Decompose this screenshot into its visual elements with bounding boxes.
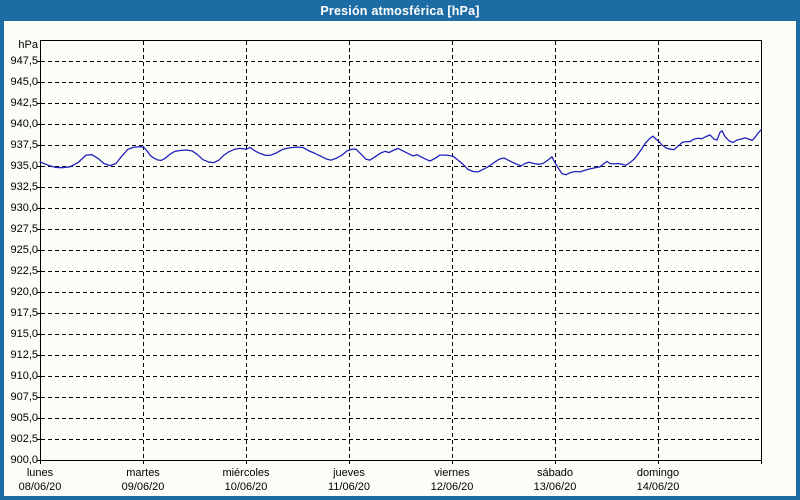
- y-tick-label: 930,0: [10, 202, 38, 214]
- y-tick-label: 910,0: [10, 370, 38, 382]
- x-day-label: martes: [126, 467, 160, 479]
- x-date-label: 10/06/20: [224, 481, 268, 493]
- y-tick-label: 932,5: [10, 181, 38, 193]
- y-tick-label: 937,5: [10, 139, 38, 151]
- x-day-label: viernes: [434, 467, 470, 479]
- x-date-label: 12/06/20: [430, 481, 474, 493]
- x-date-label: 14/06/20: [636, 481, 680, 493]
- x-day-label: sábado: [536, 467, 574, 479]
- x-day-label: domingo: [636, 467, 680, 479]
- y-tick-label: 917,5: [10, 307, 38, 319]
- chart-title: Presión atmosférica [hPa]: [320, 3, 480, 18]
- y-tick-label: 922,5: [10, 265, 38, 277]
- y-tick-label: 927,5: [10, 223, 38, 235]
- y-tick-label: 900,0: [10, 454, 38, 466]
- x-date-label: 08/06/20: [18, 481, 62, 493]
- chart-canvas: [4, 21, 796, 496]
- y-tick-label: 905,0: [10, 412, 38, 424]
- y-tick-label: 945,0: [10, 76, 38, 88]
- y-tick-label: 915,0: [10, 328, 38, 340]
- y-tick-label: 942,5: [10, 97, 38, 109]
- x-date-label: 13/06/20: [533, 481, 577, 493]
- y-tick-label: 920,0: [10, 286, 38, 298]
- x-day-label: jueves: [333, 467, 365, 479]
- y-tick-label: 912,5: [10, 349, 38, 361]
- x-date-label: 09/06/20: [121, 481, 165, 493]
- y-tick-label: 907,5: [10, 391, 38, 403]
- title-bar: Presión atmosférica [hPa]: [0, 0, 800, 21]
- y-tick-label: 940,0: [10, 118, 38, 130]
- y-tick-label: 902,5: [10, 433, 38, 445]
- x-day-label: lunes: [26, 467, 54, 479]
- y-tick-label: 947,5: [10, 55, 38, 67]
- x-date-label: 11/06/20: [327, 481, 370, 493]
- y-axis-unit-label: hPa: [18, 39, 38, 51]
- x-day-label: miércoles: [222, 467, 270, 479]
- y-tick-label: 935,0: [10, 160, 38, 172]
- y-tick-label: 925,0: [10, 244, 38, 256]
